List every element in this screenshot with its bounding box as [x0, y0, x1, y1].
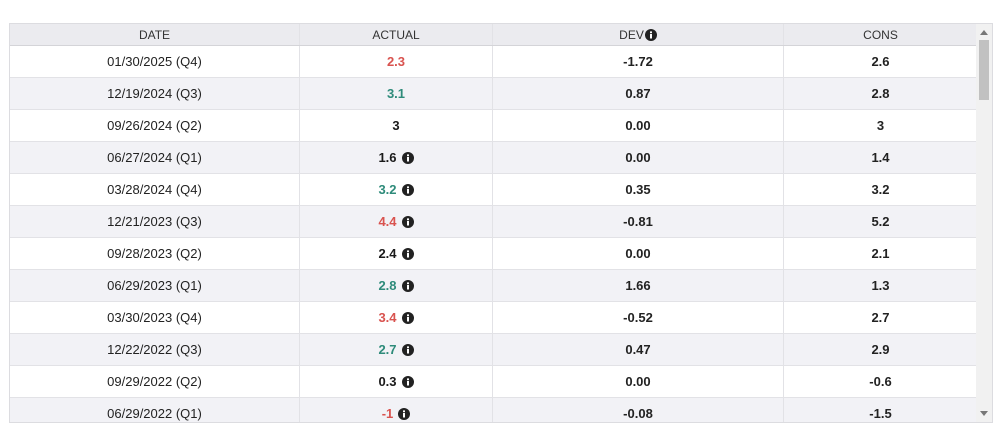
info-icon[interactable] [401, 215, 414, 228]
cons-cell: 2.7 [871, 310, 890, 325]
dev-cell: -0.08 [493, 398, 784, 422]
actual-cell: 3.2 [300, 174, 493, 205]
actual-cell: -1 [300, 398, 493, 422]
info-icon[interactable] [401, 375, 414, 388]
dev-cell: 0.35 [493, 174, 784, 205]
table-row: 12/21/2023 (Q3) 4.4 -0.81 5.2 [10, 206, 977, 238]
actual-value: 3.4 [378, 310, 397, 325]
dev-cell: -0.52 [493, 302, 784, 333]
scroll-arrows [980, 30, 988, 416]
dev-cell: 1.66 [493, 270, 784, 301]
actual-cell: 3.1 [300, 78, 493, 109]
actual-cell: 2.8 [300, 270, 493, 301]
actual-cell: 2.3 [300, 46, 493, 77]
dev-cell: 0.00 [493, 142, 784, 173]
table-row: 06/29/2023 (Q1) 2.8 1.66 1.3 [10, 270, 977, 302]
actual-value: 2.3 [386, 54, 406, 69]
table-row: 01/30/2025 (Q4) 2.3 -1.72 2.6 [10, 46, 977, 78]
cons-cell: 1.4 [871, 150, 890, 165]
actual-value: 3.1 [386, 86, 406, 101]
date-cell: 12/22/2022 (Q3) [10, 334, 300, 365]
actual-value: -1 [381, 406, 394, 421]
header-text: DEV [619, 27, 644, 42]
actual-cell: 0.3 [300, 366, 493, 397]
header-cell[interactable]: DATE [10, 24, 300, 45]
table-row: 12/22/2022 (Q3) 2.7 0.47 2.9 [10, 334, 977, 366]
cons-cell: -0.6 [869, 374, 892, 389]
actual-cell: 4.4 [300, 206, 493, 237]
table-row: 06/29/2022 (Q1) -1 -0.08 -1.5 [10, 398, 977, 422]
header-cell[interactable]: DEV [493, 24, 784, 45]
info-icon[interactable] [401, 247, 414, 260]
actual-value: 1.6 [378, 150, 397, 165]
cons-cell: 1.3 [871, 278, 890, 293]
cons-cell: -1.5 [869, 406, 892, 421]
actual-value: 3.2 [378, 182, 397, 197]
date-cell: 03/28/2024 (Q4) [10, 174, 300, 205]
table-row: 09/28/2023 (Q2) 2.4 0.00 2.1 [10, 238, 977, 270]
cons-cell: 2.8 [871, 86, 890, 101]
cons-cell: 2.1 [871, 246, 890, 261]
date-cell: 06/29/2023 (Q1) [10, 270, 300, 301]
cons-cell: 2.6 [871, 54, 890, 69]
dev-cell: -0.81 [493, 206, 784, 237]
info-icon[interactable] [644, 28, 657, 41]
actual-value: 2.8 [378, 278, 397, 293]
date-cell: 12/19/2024 (Q3) [10, 78, 300, 109]
scrollbar[interactable] [976, 24, 992, 422]
actual-value: 3 [392, 118, 400, 133]
dev-cell: 0.00 [493, 366, 784, 397]
dev-cell: 0.00 [493, 110, 784, 141]
date-cell: 09/26/2024 (Q2) [10, 110, 300, 141]
date-cell: 01/30/2025 (Q4) [10, 46, 300, 77]
actual-cell: 2.4 [300, 238, 493, 269]
actual-value: 2.7 [378, 342, 397, 357]
dev-cell: 0.47 [493, 334, 784, 365]
date-cell: 09/29/2022 (Q2) [10, 366, 300, 397]
actual-cell: 2.7 [300, 334, 493, 365]
header-cell[interactable]: ACTUAL [300, 24, 493, 45]
info-icon[interactable] [401, 343, 414, 356]
date-cell: 09/28/2023 (Q2) [10, 238, 300, 269]
date-cell: 06/27/2024 (Q1) [10, 142, 300, 173]
cons-cell: 2.9 [871, 342, 890, 357]
info-icon[interactable] [401, 279, 414, 292]
cons-cell: 3 [876, 118, 885, 133]
dev-cell: 0.87 [493, 78, 784, 109]
date-cell: 12/21/2023 (Q3) [10, 206, 300, 237]
date-cell: 06/29/2022 (Q1) [10, 398, 300, 422]
actual-cell: 3 [300, 110, 493, 141]
table-grid: DATE ACTUAL DEV CONS 01/30/2025 (Q4) 2.3 -… [10, 24, 977, 422]
header-cell[interactable]: CONS [863, 27, 898, 42]
dev-cell: 0.00 [493, 238, 784, 269]
scroll-thumb[interactable] [979, 40, 989, 100]
actual-cell: 3.4 [300, 302, 493, 333]
actual-value: 4.4 [378, 214, 397, 229]
table-row: 03/30/2023 (Q4) 3.4 -0.52 2.7 [10, 302, 977, 334]
data-table: DATE ACTUAL DEV CONS 01/30/2025 (Q4) 2.3 -… [9, 23, 993, 423]
cons-cell: 3.2 [871, 182, 890, 197]
info-icon[interactable] [401, 183, 414, 196]
table-row: 06/27/2024 (Q1) 1.6 0.00 1.4 [10, 142, 977, 174]
table-row: 03/28/2024 (Q4) 3.2 0.35 3.2 [10, 174, 977, 206]
actual-cell: 1.6 [300, 142, 493, 173]
table-body: 01/30/2025 (Q4) 2.3 -1.72 2.6 12/19/2024 (Q3… [10, 46, 977, 422]
table-row: 09/29/2022 (Q2) 0.3 0.00 -0.6 [10, 366, 977, 398]
info-icon[interactable] [401, 151, 414, 164]
table-row: 12/19/2024 (Q3) 3.1 0.87 2.8 [10, 78, 977, 110]
dev-cell: -1.72 [493, 46, 784, 77]
date-cell: 03/30/2023 (Q4) [10, 302, 300, 333]
table-row: 09/26/2024 (Q2) 3 0.00 3 [10, 110, 977, 142]
actual-value: 0.3 [378, 374, 397, 389]
actual-value: 2.4 [378, 246, 397, 261]
info-icon[interactable] [398, 407, 411, 420]
cons-cell: 5.2 [871, 214, 890, 229]
header-row: DATE ACTUAL DEV CONS [10, 24, 977, 46]
info-icon[interactable] [401, 311, 414, 324]
